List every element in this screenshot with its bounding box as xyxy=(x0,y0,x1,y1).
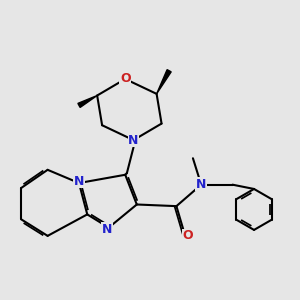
Text: O: O xyxy=(183,230,193,242)
Text: O: O xyxy=(120,73,130,85)
Text: N: N xyxy=(196,178,206,190)
Text: N: N xyxy=(128,134,139,147)
Text: N: N xyxy=(102,223,112,236)
Text: N: N xyxy=(74,175,84,188)
Polygon shape xyxy=(78,95,97,107)
Polygon shape xyxy=(157,70,171,94)
